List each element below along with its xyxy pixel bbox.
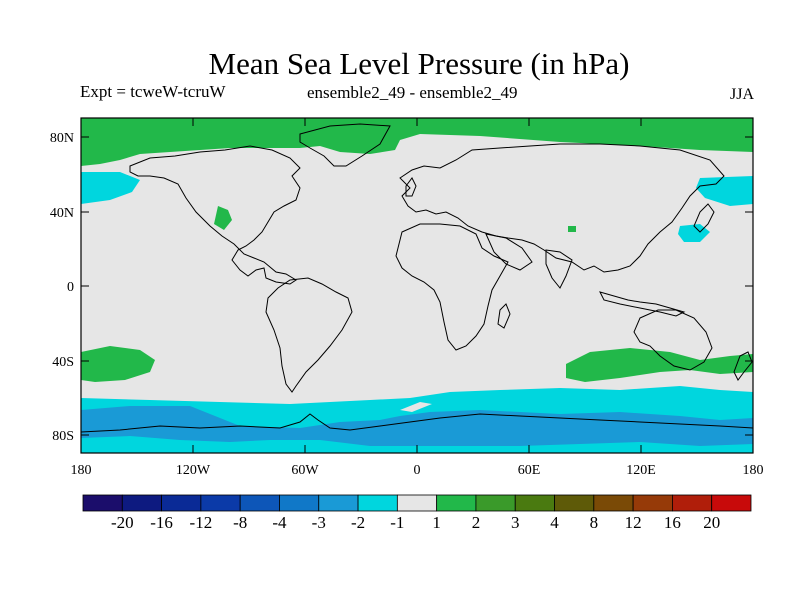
coastline-india <box>545 249 573 289</box>
colorbar-swatch <box>200 494 241 512</box>
coastline-uk <box>405 177 417 197</box>
colorbar-swatch <box>672 494 713 512</box>
pacific-negative-small <box>678 224 710 242</box>
lon-tick-label: 0 <box>414 463 421 478</box>
north-pacific-negative-west <box>81 172 140 204</box>
coastline-new-zealand <box>733 351 753 381</box>
colorbar-label: -4 <box>272 513 287 532</box>
arctic-positive-region <box>81 118 753 166</box>
indian-ocean-positive <box>566 348 753 382</box>
latitude-axis <box>81 136 753 436</box>
experiment-label: Expt = tcweW-tcruW <box>80 82 226 101</box>
colorbar-swatch <box>632 494 673 512</box>
colorbar-swatch <box>357 494 398 512</box>
colorbar-label: -20 <box>111 513 134 532</box>
lon-tick-label: 120W <box>176 463 211 478</box>
lon-tick-label: 180 <box>71 463 92 478</box>
colorbar-swatch <box>593 494 634 512</box>
antarctic-negative <box>81 406 753 446</box>
north-america-positive-patch <box>214 206 232 230</box>
colorbar-label: -1 <box>390 513 404 532</box>
lat-tick-label: 0 <box>67 280 74 295</box>
colorbar <box>82 494 752 512</box>
colorbar-label: 4 <box>550 513 559 532</box>
chart-title: Mean Sea Level Pressure (in hPa) <box>208 46 630 81</box>
colorbar-swatch <box>239 494 280 512</box>
coastline-antarctica <box>80 413 754 433</box>
coastlines <box>80 123 754 433</box>
coastline-madagascar <box>497 303 511 329</box>
colorbar-swatch <box>318 494 359 512</box>
colorbar-swatch <box>279 494 320 512</box>
colorbar-label: 3 <box>511 513 520 532</box>
season-label: JJA <box>729 86 754 103</box>
colorbar-swatch <box>82 494 123 512</box>
coastline-indonesia <box>599 291 686 317</box>
colorbar-swatch <box>711 494 752 512</box>
colorbar-label: 8 <box>590 513 599 532</box>
north-pacific-negative-east <box>696 176 753 206</box>
coastline-greenland <box>299 123 391 167</box>
colorbar-label: 2 <box>472 513 481 532</box>
lat-tick-label: 40N <box>50 206 74 221</box>
coastline-africa <box>395 223 509 351</box>
pressure-field <box>81 118 753 453</box>
coastline-north-america <box>129 145 301 285</box>
south-pacific-positive <box>81 346 155 382</box>
coastline-japan <box>693 203 715 233</box>
lon-tick-label: 60W <box>291 463 319 478</box>
colorbar-swatch <box>475 494 516 512</box>
lat-tick-label: 40S <box>52 355 74 370</box>
colorbar-label: 1 <box>432 513 441 532</box>
mideast-positive-patch <box>568 226 576 232</box>
colorbar-label: -12 <box>190 513 213 532</box>
colorbar-swatch <box>514 494 555 512</box>
colorbar-label: -8 <box>233 513 247 532</box>
coastline-south-america <box>265 277 353 393</box>
colorbar-labels: -20 -16 -12 -8 -4 -3 -2 -1 1 2 3 4 8 12 16 20 <box>111 513 720 532</box>
colorbar-swatch <box>554 494 595 512</box>
colorbar-label: 20 <box>703 513 720 532</box>
lon-tick-label: 60E <box>518 463 541 478</box>
coastline-arabia <box>485 233 533 271</box>
colorbar-swatch <box>396 494 438 512</box>
weddell-neutral-ribbon <box>400 402 432 412</box>
colorbar-label: -2 <box>351 513 365 532</box>
colorbar-label: 16 <box>664 513 681 532</box>
lat-tick-label: 80N <box>50 131 74 146</box>
lon-tick-label: 120E <box>626 463 656 478</box>
longitude-axis <box>80 118 754 453</box>
lat-tick-label: 80S <box>52 429 74 444</box>
lon-tick-label: 180 <box>743 463 764 478</box>
colorbar-swatch <box>436 494 477 512</box>
ensemble-label: ensemble2_49 - ensemble2_49 <box>307 83 518 102</box>
coastline-australia <box>633 309 713 371</box>
coastline-eurasia <box>399 143 725 273</box>
colorbar-label: -3 <box>312 513 326 532</box>
colorbar-swatch <box>121 494 162 512</box>
colorbar-label: -16 <box>150 513 173 532</box>
colorbar-label: 12 <box>625 513 642 532</box>
colorbar-swatch <box>161 494 202 512</box>
